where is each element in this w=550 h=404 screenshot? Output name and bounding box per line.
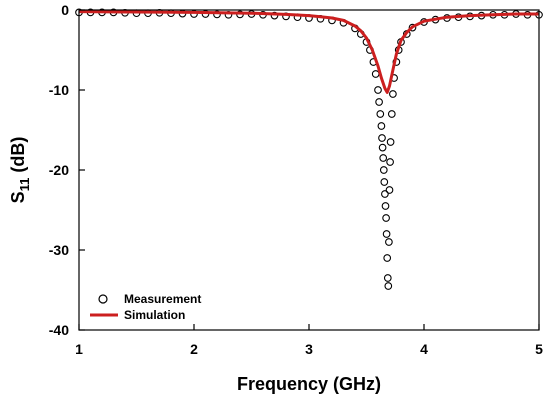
x-tick-label: 5 (535, 341, 543, 357)
y-tick-label: -30 (49, 242, 69, 258)
measurement-point (376, 110, 385, 118)
measurement-point (379, 166, 388, 174)
y-axis-title: S11 (dB) (8, 137, 32, 204)
measurement-point (386, 138, 395, 146)
measurement-point (382, 214, 390, 222)
y-axis-title-main: S (8, 191, 28, 203)
measurement-point (190, 10, 198, 18)
measurement-point (378, 143, 387, 152)
simulation-line (78, 10, 539, 94)
measurement-point (383, 274, 392, 282)
measurement-point (384, 282, 393, 290)
measurement-point (377, 122, 386, 130)
y-tick-label: -40 (49, 322, 69, 338)
x-tick-label: 2 (190, 341, 198, 357)
plot-frame (78, 9, 540, 331)
measurement-point (386, 158, 394, 166)
axes: 1 2 3 4 5 0 -10 -20 -30 -40 (49, 2, 543, 357)
y-tick-label: -20 (49, 162, 69, 178)
y-tick-label: -10 (49, 82, 69, 98)
measurement-point (380, 178, 389, 186)
plot-area (75, 8, 543, 290)
x-tick-label: 3 (305, 341, 313, 357)
y-axis-title-sub: 11 (17, 178, 32, 192)
measurement-point (408, 23, 417, 32)
measurement-point (381, 202, 390, 210)
measurement-point (381, 190, 389, 198)
measurement-point (385, 186, 394, 194)
x-tick-label: 1 (75, 341, 83, 357)
measurement-point (213, 10, 221, 19)
measurement-point (387, 110, 396, 118)
measurement-point (371, 70, 380, 78)
measurement-point (375, 98, 383, 106)
measurement-point (378, 134, 386, 142)
x-axis-title: Frequency (GHz) (237, 374, 381, 394)
measurement-point (385, 238, 393, 246)
legend: Measurement Simulation (90, 292, 201, 322)
measurement-point (382, 230, 391, 238)
measurement-point (379, 154, 388, 162)
legend-simulation-label: Simulation (124, 308, 185, 322)
measurement-point (389, 90, 397, 98)
measurement-point (374, 86, 382, 94)
legend-measurement-label: Measurement (124, 292, 201, 306)
measurement-point (383, 254, 392, 262)
y-axis-title-rest: (dB) (8, 137, 28, 178)
y-tick-label: 0 (61, 2, 69, 18)
x-tick-label: 4 (420, 341, 428, 357)
legend-measurement-marker (98, 294, 108, 304)
